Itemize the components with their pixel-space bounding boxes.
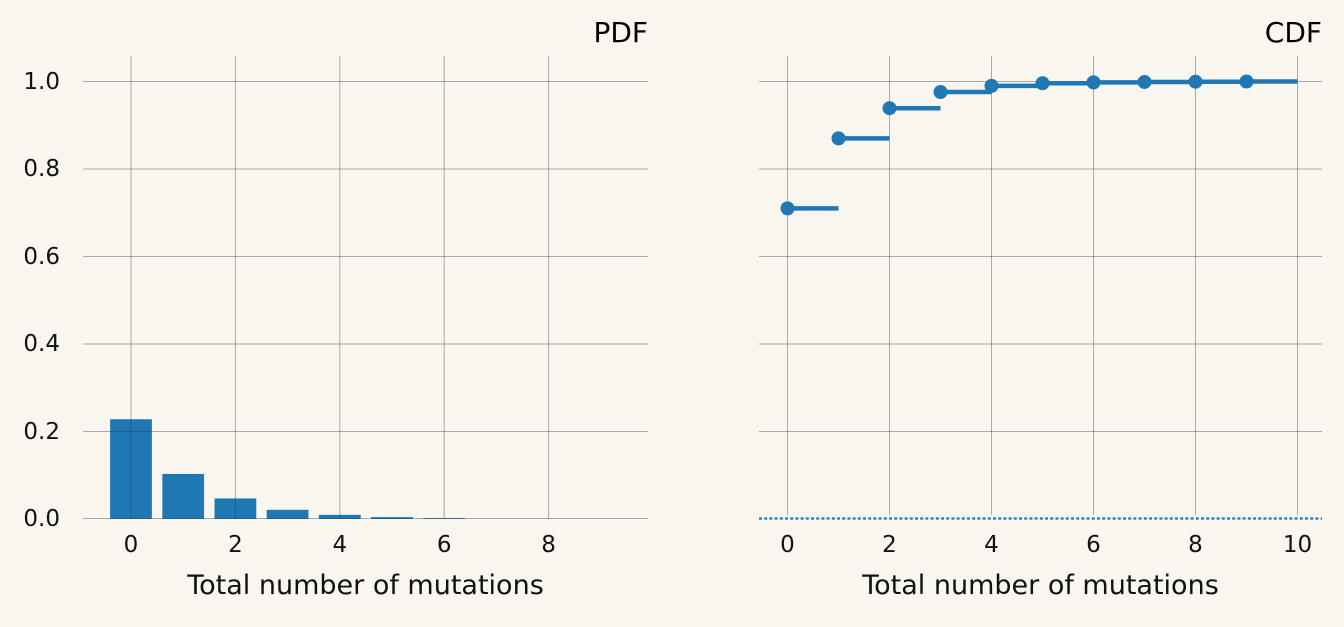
- cdf-dot: [1035, 76, 1050, 91]
- cdf-dot: [1188, 74, 1203, 89]
- pdf-chart-svg: [83, 56, 648, 519]
- x-tick-label: 8: [541, 532, 556, 558]
- pdf-title: PDF: [593, 16, 648, 49]
- cdf-xaxis-label: Total number of mutations: [862, 570, 1219, 601]
- cdf-dot: [780, 201, 795, 216]
- pdf-bar: [110, 419, 152, 519]
- cdf-chart-svg: [759, 56, 1322, 520]
- cdf-dot: [831, 131, 846, 146]
- x-tick-label: 8: [1188, 532, 1203, 558]
- y-tick-label: 0.0: [23, 506, 60, 532]
- pdf-bar: [423, 518, 466, 519]
- pdf-bar: [318, 514, 361, 519]
- x-tick-label: 6: [436, 532, 452, 558]
- y-tick-label: 0.2: [23, 418, 60, 445]
- pdf-bar: [371, 517, 413, 519]
- pdf-bar: [214, 498, 257, 519]
- cdf-dot: [882, 101, 897, 116]
- x-tick-label: 10: [1282, 532, 1313, 558]
- x-tick-label: 2: [228, 532, 243, 558]
- pdf-bar: [266, 509, 309, 519]
- y-tick-label: 0.8: [23, 156, 60, 182]
- pdf-xaxis-label: Total number of mutations: [187, 570, 544, 601]
- pdf-bar: [162, 473, 205, 519]
- x-tick-label: 4: [332, 532, 348, 558]
- cdf-dot: [984, 78, 999, 93]
- x-tick-label: 2: [882, 532, 897, 558]
- cdf-title: CDF: [1264, 16, 1322, 49]
- y-tick-label: 1.0: [23, 68, 60, 95]
- x-tick-label: 0: [123, 532, 139, 558]
- x-tick-label: 4: [984, 532, 999, 558]
- cdf-dot: [1239, 74, 1254, 89]
- cdf-dot: [1137, 74, 1152, 89]
- y-tick-label: 0.4: [23, 331, 60, 357]
- cdf-dot: [933, 85, 948, 99]
- y-tick-label: 0.6: [23, 243, 60, 270]
- x-tick-label: 6: [1086, 532, 1101, 558]
- x-tick-label: 0: [780, 532, 795, 558]
- cdf-dot: [1086, 75, 1101, 90]
